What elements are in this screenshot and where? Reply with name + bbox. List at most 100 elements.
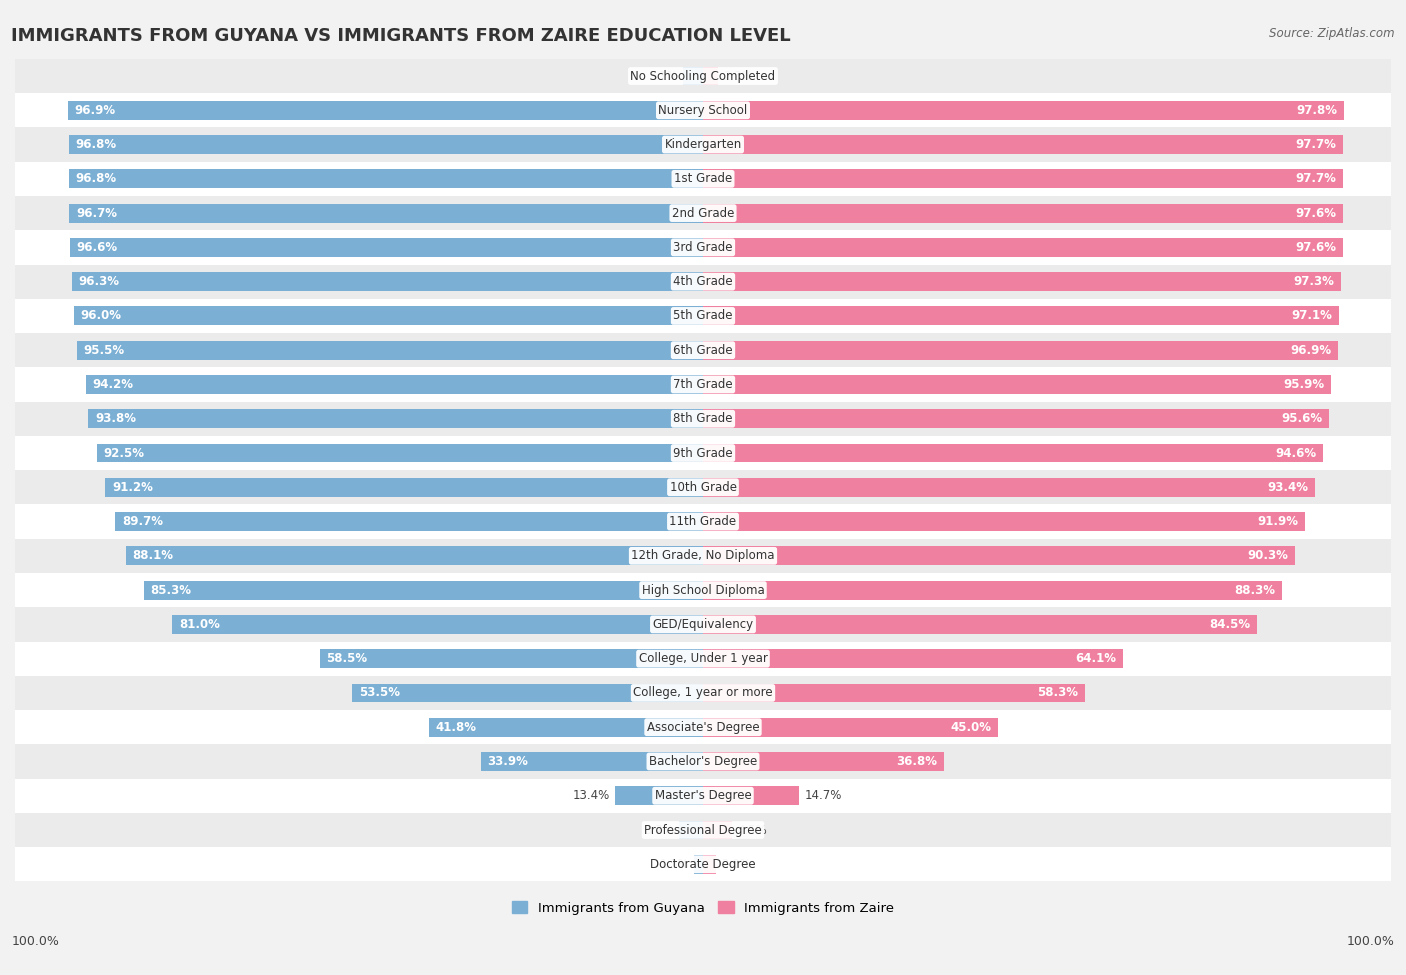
- Text: 5th Grade: 5th Grade: [673, 309, 733, 323]
- Text: 93.4%: 93.4%: [1267, 481, 1309, 493]
- Bar: [703, 478, 1315, 496]
- Bar: [15, 162, 1391, 196]
- Bar: [77, 341, 703, 360]
- Bar: [703, 546, 1295, 565]
- Text: High School Diploma: High School Diploma: [641, 584, 765, 597]
- Text: 100.0%: 100.0%: [1347, 935, 1395, 948]
- Bar: [703, 581, 1282, 600]
- Text: 96.7%: 96.7%: [76, 207, 117, 219]
- Bar: [15, 779, 1391, 813]
- Text: 93.8%: 93.8%: [96, 412, 136, 425]
- Bar: [105, 478, 703, 496]
- Legend: Immigrants from Guyana, Immigrants from Zaire: Immigrants from Guyana, Immigrants from …: [506, 896, 900, 920]
- Text: 90.3%: 90.3%: [1247, 549, 1288, 563]
- Bar: [15, 196, 1391, 230]
- Bar: [15, 230, 1391, 264]
- Text: 2nd Grade: 2nd Grade: [672, 207, 734, 219]
- Bar: [319, 649, 703, 668]
- Bar: [703, 136, 1343, 154]
- Text: Doctorate Degree: Doctorate Degree: [650, 858, 756, 871]
- Text: 4th Grade: 4th Grade: [673, 275, 733, 289]
- Text: 2.0%: 2.0%: [721, 858, 751, 871]
- Text: 2.3%: 2.3%: [723, 69, 754, 83]
- Bar: [703, 649, 1123, 668]
- Text: 96.9%: 96.9%: [1291, 344, 1331, 357]
- Bar: [703, 512, 1305, 531]
- Bar: [89, 410, 703, 428]
- Bar: [15, 470, 1391, 504]
- Bar: [703, 444, 1323, 462]
- Text: 94.2%: 94.2%: [93, 378, 134, 391]
- Bar: [15, 94, 1391, 128]
- Text: 95.9%: 95.9%: [1284, 378, 1324, 391]
- Bar: [15, 744, 1391, 779]
- Bar: [703, 855, 716, 874]
- Text: 88.1%: 88.1%: [132, 549, 173, 563]
- Text: 96.8%: 96.8%: [76, 138, 117, 151]
- Text: 13.4%: 13.4%: [572, 789, 610, 802]
- Bar: [703, 786, 800, 805]
- Bar: [115, 512, 703, 531]
- Text: 9th Grade: 9th Grade: [673, 447, 733, 459]
- Bar: [69, 204, 703, 222]
- Text: 95.5%: 95.5%: [84, 344, 125, 357]
- Bar: [15, 128, 1391, 162]
- Bar: [703, 306, 1340, 326]
- Text: 81.0%: 81.0%: [179, 618, 219, 631]
- Bar: [15, 402, 1391, 436]
- Bar: [703, 821, 733, 839]
- Text: 45.0%: 45.0%: [950, 721, 991, 734]
- Text: 3.1%: 3.1%: [648, 69, 678, 83]
- Text: 97.3%: 97.3%: [1294, 275, 1334, 289]
- Bar: [703, 341, 1339, 360]
- Bar: [15, 436, 1391, 470]
- Text: 33.9%: 33.9%: [488, 755, 529, 768]
- Text: 53.5%: 53.5%: [359, 686, 399, 699]
- Text: 12th Grade, No Diploma: 12th Grade, No Diploma: [631, 549, 775, 563]
- Text: 97.6%: 97.6%: [1295, 241, 1336, 254]
- Text: No Schooling Completed: No Schooling Completed: [630, 69, 776, 83]
- Bar: [703, 752, 943, 771]
- Text: 6th Grade: 6th Grade: [673, 344, 733, 357]
- Text: 88.3%: 88.3%: [1234, 584, 1275, 597]
- Text: 96.0%: 96.0%: [80, 309, 121, 323]
- Bar: [15, 333, 1391, 368]
- Text: 1st Grade: 1st Grade: [673, 173, 733, 185]
- Bar: [679, 821, 703, 839]
- Text: Bachelor's Degree: Bachelor's Degree: [650, 755, 756, 768]
- Bar: [703, 272, 1340, 292]
- Text: 14.7%: 14.7%: [804, 789, 842, 802]
- Bar: [69, 170, 703, 188]
- Bar: [67, 100, 703, 120]
- Text: 1.3%: 1.3%: [659, 858, 689, 871]
- Bar: [173, 615, 703, 634]
- Text: 97.6%: 97.6%: [1295, 207, 1336, 219]
- Text: 8th Grade: 8th Grade: [673, 412, 733, 425]
- Bar: [15, 539, 1391, 573]
- Text: 94.6%: 94.6%: [1275, 447, 1316, 459]
- Bar: [15, 368, 1391, 402]
- Text: 36.8%: 36.8%: [897, 755, 938, 768]
- Text: 95.6%: 95.6%: [1282, 412, 1323, 425]
- Text: 97.7%: 97.7%: [1296, 173, 1337, 185]
- Text: GED/Equivalency: GED/Equivalency: [652, 618, 754, 631]
- Bar: [86, 375, 703, 394]
- Text: 58.5%: 58.5%: [326, 652, 367, 665]
- Text: College, Under 1 year: College, Under 1 year: [638, 652, 768, 665]
- Bar: [353, 683, 703, 702]
- Bar: [703, 238, 1343, 256]
- Text: 97.1%: 97.1%: [1292, 309, 1333, 323]
- Bar: [703, 615, 1257, 634]
- Bar: [703, 375, 1331, 394]
- Text: 85.3%: 85.3%: [150, 584, 191, 597]
- Bar: [125, 546, 703, 565]
- Text: 64.1%: 64.1%: [1076, 652, 1116, 665]
- Text: 3.7%: 3.7%: [644, 824, 673, 837]
- Bar: [143, 581, 703, 600]
- Bar: [15, 504, 1391, 539]
- Text: 97.7%: 97.7%: [1296, 138, 1337, 151]
- Text: 41.8%: 41.8%: [436, 721, 477, 734]
- Bar: [703, 100, 1344, 120]
- Text: 58.3%: 58.3%: [1038, 686, 1078, 699]
- Text: Nursery School: Nursery School: [658, 103, 748, 117]
